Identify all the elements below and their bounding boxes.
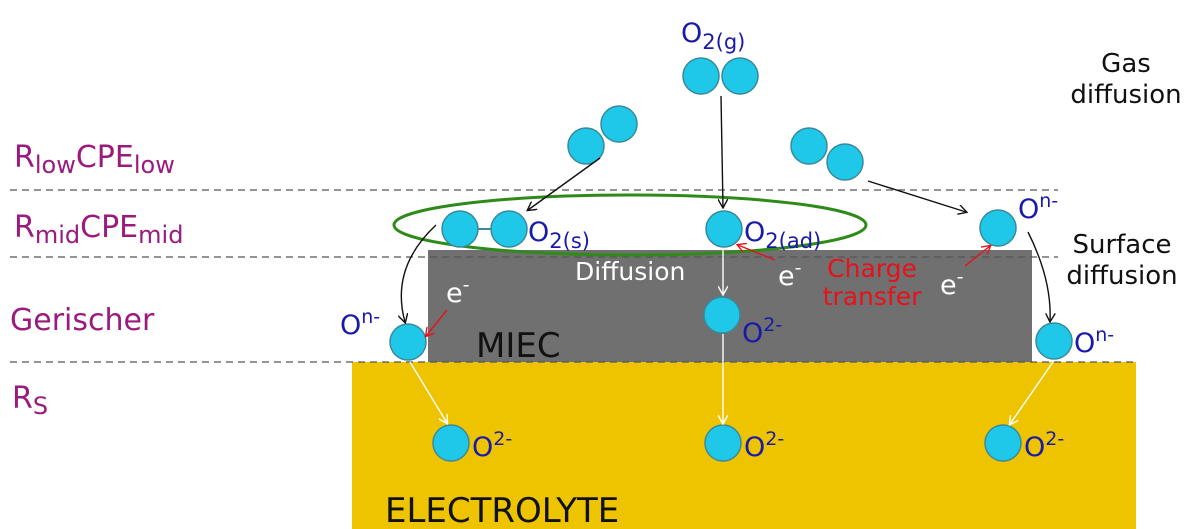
arrow-electron-left: [426, 309, 448, 336]
o2minus-atom-miec: [703, 296, 741, 334]
label-electron-center: e-: [778, 257, 801, 292]
label-electron-right: e-: [940, 266, 963, 301]
o2-adsorbed-atom: [705, 210, 743, 248]
white-arrows: [409, 248, 1054, 424]
arrow-electron-right: [964, 246, 990, 267]
o2-surface-molecule: [441, 210, 528, 248]
label-gerischer: Gerischer: [10, 303, 155, 338]
label-rs: RS: [12, 381, 48, 420]
label-bulk-diffusion: Diffusion: [575, 257, 685, 286]
arrow-left-molecule-to-surface: [528, 157, 601, 210]
label-o2-adsorbed: O2(ad): [744, 217, 821, 253]
label-o2minus-miec: O2-: [742, 314, 782, 349]
on-atom-left: [389, 323, 427, 361]
label-o2minus-electrolyte-left: O2-: [472, 428, 512, 463]
o2minus-atom-electrolyte-right: [984, 424, 1022, 462]
arrow-on-right-to-electrolyte: [1010, 361, 1054, 424]
label-electrolyte: ELECTROLYTE: [385, 491, 619, 529]
o2minus-atom-electrolyte-left: [432, 424, 470, 462]
label-rmid-cpemid: RmidCPEmid: [14, 210, 183, 249]
label-gas-diffusion: Gas diffusion: [1070, 49, 1181, 110]
o2minus-atom-electrolyte-center: [704, 424, 742, 462]
on-atom-right: [1035, 322, 1073, 360]
arrow-electron-center: [738, 245, 776, 261]
on-atom-surface-right: [979, 209, 1017, 247]
label-o2-gas: O2(g): [681, 18, 745, 54]
label-o2minus-electrolyte-center: O2-: [744, 428, 784, 463]
label-charge-transfer: Charge transfer: [823, 254, 922, 311]
o2-molecule-right: [790, 127, 864, 181]
o2-molecule-left: [567, 105, 638, 165]
arrow-on-left-to-electrolyte: [409, 361, 447, 423]
arrow-surface-to-on-right: [1027, 231, 1050, 321]
boundary-lines: [10, 189, 1134, 363]
label-on-surface-right: On-: [1018, 190, 1058, 225]
arrow-gas-to-adsorbed: [721, 95, 723, 207]
label-rlow-cpelow: RlowCPElow: [14, 140, 175, 179]
label-o2-surface: O2(s): [528, 217, 590, 253]
label-on-left: On-: [340, 306, 380, 341]
surface-ellipse: [392, 193, 868, 257]
black-arrows: [401, 95, 1050, 322]
label-miec: MIEC: [476, 326, 561, 366]
arrow-right-molecule-to-surface: [867, 180, 966, 212]
o2-gas-molecule: [682, 57, 759, 95]
label-electron-left: e-: [446, 274, 469, 309]
label-on-right: On-: [1074, 324, 1114, 359]
red-arrows: [426, 245, 990, 336]
label-o2minus-electrolyte-right: O2-: [1024, 428, 1064, 463]
arrow-surface-to-on-left: [401, 224, 437, 322]
label-surface-diffusion: Surface diffusion: [1066, 230, 1177, 291]
